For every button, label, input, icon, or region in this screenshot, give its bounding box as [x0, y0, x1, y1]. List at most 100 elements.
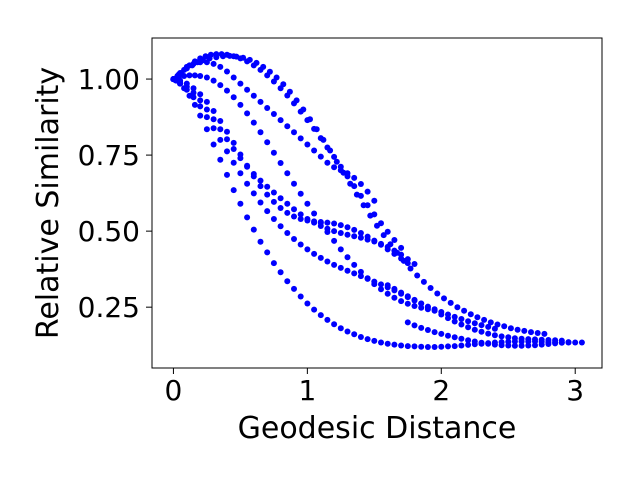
data-point-s2-37 — [411, 303, 418, 309]
x-tick-label: 2 — [432, 374, 450, 407]
data-point-s6-35 — [404, 260, 411, 267]
data-point-s5-25 — [337, 264, 344, 271]
data-point-s0-15 — [257, 238, 264, 245]
data-point-s4-13 — [257, 98, 264, 105]
data-point-s9-13 — [491, 341, 498, 348]
data-point-s8-14 — [478, 328, 485, 335]
data-point-s0-21 — [297, 293, 304, 300]
data-point-s9-17 — [518, 342, 525, 349]
data-point-s0-33 — [378, 339, 384, 346]
data-point-s7-10 — [224, 51, 230, 58]
data-point-s6-9 — [230, 139, 237, 146]
data-point-s8-21 — [525, 336, 532, 343]
y-tick-label: 1.00 — [78, 63, 140, 96]
data-point-s6-32 — [384, 246, 391, 253]
data-point-s8-19 — [511, 335, 518, 342]
data-point-s7-22 — [304, 117, 311, 124]
data-point-s2-13 — [250, 119, 257, 126]
data-point-s3-25 — [337, 230, 344, 236]
data-point-s7-8 — [213, 51, 220, 58]
data-point-s6-8 — [224, 128, 230, 135]
data-point-s6-23 — [324, 219, 331, 226]
data-point-s5-43 — [458, 316, 465, 322]
data-point-s2-27 — [344, 254, 351, 261]
data-point-s6-34 — [398, 255, 405, 262]
data-point-s2-26 — [337, 246, 344, 253]
data-point-s2-28 — [351, 261, 358, 268]
data-point-s3-36 — [411, 261, 418, 267]
data-point-s4-24 — [331, 164, 338, 171]
data-point-s2-34 — [391, 294, 398, 301]
data-point-s4-23 — [324, 159, 331, 166]
data-point-s4-21 — [311, 147, 318, 154]
data-point-s7-35 — [391, 237, 398, 243]
data-point-s1-50 — [494, 321, 501, 328]
data-point-s9-19 — [532, 342, 538, 349]
data-point-s3-4 — [197, 97, 204, 104]
data-point-s9-7 — [451, 334, 458, 341]
data-point-s7-18 — [277, 85, 284, 92]
data-point-s5-15 — [270, 216, 277, 222]
data-point-s2-14 — [257, 129, 264, 136]
data-point-s9-24 — [565, 339, 572, 346]
y-axis-ticks: 0.25 0.50 0.75 1.00 — [78, 63, 152, 324]
data-point-s6-12 — [250, 173, 257, 180]
data-point-s0-10 — [224, 171, 230, 178]
data-point-s7-36 — [398, 244, 405, 251]
data-point-s0-20 — [291, 285, 297, 292]
data-point-s1-33 — [380, 232, 387, 239]
data-point-s2-19 — [291, 180, 297, 187]
data-point-s0-36 — [398, 342, 405, 349]
data-point-s7-1 — [175, 71, 182, 78]
data-point-s4-28 — [357, 181, 364, 187]
data-point-s3-24 — [331, 228, 338, 235]
data-point-s5-14 — [264, 208, 271, 215]
data-point-s1-51 — [501, 323, 508, 330]
data-point-s4-11 — [244, 86, 251, 93]
data-point-s8-23 — [538, 336, 545, 343]
data-point-s4-10 — [237, 80, 244, 87]
data-point-s0-24 — [317, 312, 324, 319]
data-point-s0-63 — [578, 339, 585, 346]
data-point-s3-5 — [203, 106, 210, 113]
data-point-s7-3 — [186, 62, 193, 69]
data-point-s7-28 — [344, 173, 351, 180]
y-axis-label: Relative Similarity — [31, 67, 66, 339]
data-point-s4-15 — [270, 111, 277, 117]
data-point-s0-5 — [191, 101, 198, 108]
data-point-s0-26 — [331, 321, 338, 328]
data-point-s3-27 — [351, 233, 358, 240]
data-point-s9-10 — [471, 338, 478, 345]
data-point-s9-12 — [485, 340, 492, 347]
data-point-s7-7 — [207, 51, 214, 58]
data-point-s4-20 — [304, 141, 311, 148]
data-point-s6-17 — [284, 209, 291, 216]
data-point-s6-28 — [357, 230, 364, 236]
data-point-s5-23 — [324, 258, 331, 265]
data-point-s9-1 — [411, 322, 418, 329]
data-point-s6-19 — [297, 216, 304, 222]
data-point-s5-26 — [344, 267, 351, 274]
data-point-s4-6 — [210, 60, 217, 67]
data-point-s8-11 — [458, 321, 465, 328]
data-point-s8-5 — [418, 300, 425, 307]
data-point-s1-54 — [521, 327, 528, 334]
data-point-s2-32 — [378, 286, 384, 293]
data-point-s1-46 — [467, 311, 474, 318]
data-point-s5-2 — [183, 86, 190, 93]
data-point-s0-22 — [304, 300, 311, 307]
data-point-s7-13 — [244, 58, 251, 65]
data-point-s5-31 — [378, 281, 384, 288]
data-point-s0-42 — [438, 343, 445, 350]
data-point-s5-18 — [291, 236, 297, 242]
data-point-s6-7 — [217, 118, 224, 124]
data-point-s0-45 — [458, 342, 465, 349]
data-point-s0-28 — [344, 328, 351, 335]
data-point-s7-0 — [170, 76, 177, 83]
data-point-s1-41 — [434, 290, 441, 297]
data-point-s6-21 — [311, 218, 318, 225]
data-point-s0-6 — [197, 112, 204, 119]
data-point-s0-13 — [244, 214, 251, 221]
data-point-s0-7 — [203, 126, 210, 133]
